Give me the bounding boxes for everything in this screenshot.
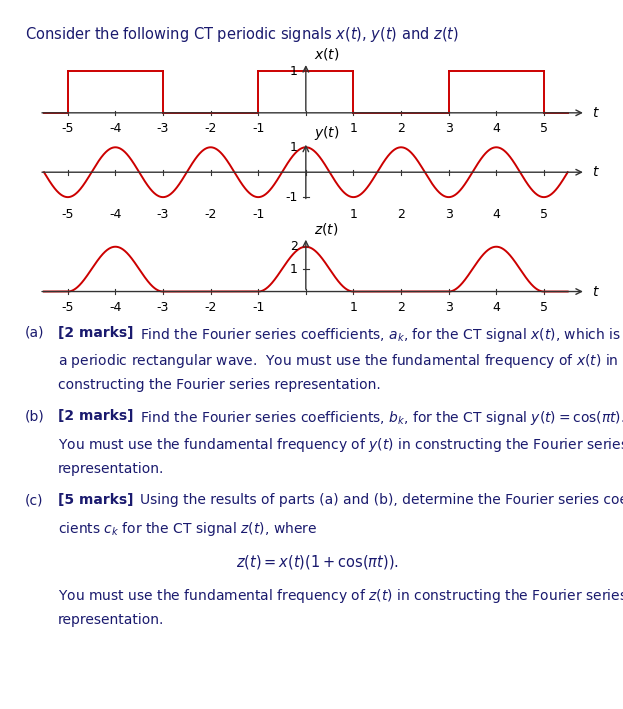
Text: $z(t) = x(t)(1 + \cos(\pi t)).$: $z(t) = x(t)(1 + \cos(\pi t)).$ bbox=[236, 553, 399, 571]
Text: 1: 1 bbox=[290, 141, 298, 154]
Text: -5: -5 bbox=[62, 301, 74, 314]
Text: [2 marks]: [2 marks] bbox=[58, 410, 133, 423]
Text: 2: 2 bbox=[397, 122, 405, 135]
Text: cients $c_k$ for the CT signal $z(t)$, where: cients $c_k$ for the CT signal $z(t)$, w… bbox=[58, 520, 317, 537]
Text: 5: 5 bbox=[540, 301, 548, 314]
Text: [2 marks]: [2 marks] bbox=[58, 325, 133, 340]
Text: $t$: $t$ bbox=[592, 106, 601, 120]
Text: -1: -1 bbox=[252, 301, 264, 314]
Text: -2: -2 bbox=[204, 301, 217, 314]
Text: 1: 1 bbox=[290, 262, 298, 276]
Text: -1: -1 bbox=[252, 208, 264, 221]
Text: $t$: $t$ bbox=[592, 165, 601, 179]
Text: 3: 3 bbox=[445, 208, 452, 221]
Text: 3: 3 bbox=[445, 122, 452, 135]
Text: 1: 1 bbox=[350, 301, 358, 314]
Text: 1: 1 bbox=[290, 65, 298, 78]
Text: -4: -4 bbox=[109, 301, 121, 314]
Text: 3: 3 bbox=[445, 301, 452, 314]
Text: -2: -2 bbox=[204, 208, 217, 221]
Text: [5 marks]: [5 marks] bbox=[58, 493, 133, 508]
Text: -5: -5 bbox=[62, 208, 74, 221]
Text: 4: 4 bbox=[492, 122, 500, 135]
Text: Consider the following CT periodic signals $x(t)$, $y(t)$ and $z(t)$: Consider the following CT periodic signa… bbox=[25, 26, 459, 45]
Text: -5: -5 bbox=[62, 122, 74, 135]
Text: 2: 2 bbox=[397, 301, 405, 314]
Text: -4: -4 bbox=[109, 122, 121, 135]
Text: -2: -2 bbox=[204, 122, 217, 135]
Text: 5: 5 bbox=[540, 208, 548, 221]
Text: 2: 2 bbox=[397, 208, 405, 221]
Text: -3: -3 bbox=[157, 301, 169, 314]
Text: 4: 4 bbox=[492, 301, 500, 314]
Text: -1: -1 bbox=[252, 122, 264, 135]
Text: 5: 5 bbox=[540, 122, 548, 135]
Text: representation.: representation. bbox=[58, 613, 164, 627]
Text: Find the Fourier series coefficients, $a_k$, for the CT signal $x(t)$, which is: Find the Fourier series coefficients, $a… bbox=[140, 325, 621, 344]
Text: 1: 1 bbox=[350, 208, 358, 221]
Text: $y(t)$: $y(t)$ bbox=[315, 124, 340, 142]
Text: (a): (a) bbox=[25, 325, 44, 340]
Text: -4: -4 bbox=[109, 208, 121, 221]
Text: 1: 1 bbox=[350, 122, 358, 135]
Text: (b): (b) bbox=[25, 410, 45, 423]
Text: $t$: $t$ bbox=[592, 284, 601, 298]
Text: -3: -3 bbox=[157, 122, 169, 135]
Text: You must use the fundamental frequency of $z(t)$ in constructing the Fourier ser: You must use the fundamental frequency o… bbox=[58, 587, 623, 605]
Text: -1: -1 bbox=[285, 191, 298, 203]
Text: representation.: representation. bbox=[58, 462, 164, 476]
Text: -3: -3 bbox=[157, 208, 169, 221]
Text: 4: 4 bbox=[492, 208, 500, 221]
Text: 2: 2 bbox=[290, 240, 298, 253]
Text: Find the Fourier series coefficients, $b_k$, for the CT signal $y(t) = \cos(\pi : Find the Fourier series coefficients, $b… bbox=[140, 410, 623, 428]
Text: Using the results of parts (a) and (b), determine the Fourier series coeffi-: Using the results of parts (a) and (b), … bbox=[140, 493, 623, 508]
Text: $x(t)$: $x(t)$ bbox=[315, 46, 340, 62]
Text: You must use the fundamental frequency of $y(t)$ in constructing the Fourier ser: You must use the fundamental frequency o… bbox=[58, 436, 623, 454]
Text: (c): (c) bbox=[25, 493, 44, 508]
Text: a periodic rectangular wave.  You must use the fundamental frequency of $x(t)$ i: a periodic rectangular wave. You must us… bbox=[58, 352, 618, 370]
Text: constructing the Fourier series representation.: constructing the Fourier series represen… bbox=[58, 379, 381, 392]
Text: $z(t)$: $z(t)$ bbox=[315, 220, 339, 237]
